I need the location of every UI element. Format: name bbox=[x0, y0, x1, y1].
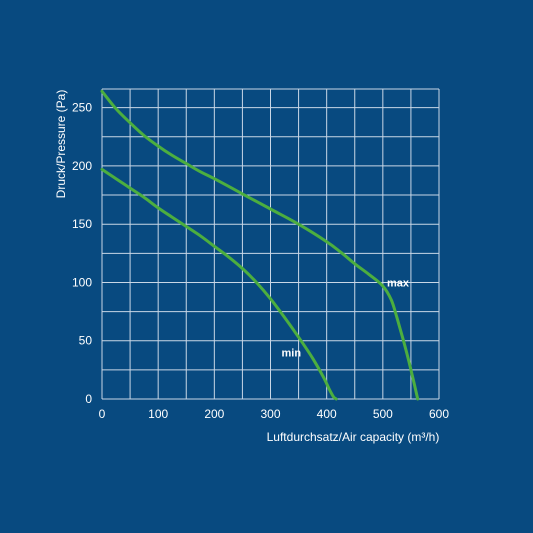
y-tick-label: 200 bbox=[72, 159, 92, 173]
y-tick-label: 100 bbox=[72, 275, 92, 289]
chart-ticks: 0 100 200 300 400 500 600 0 50 100 150 200 250 bbox=[72, 101, 449, 421]
x-tick-label: 600 bbox=[429, 407, 449, 421]
series-label-min: min bbox=[282, 347, 302, 359]
x-tick-label: 500 bbox=[373, 407, 393, 421]
y-tick-label: 150 bbox=[72, 217, 92, 231]
y-tick-label: 50 bbox=[79, 334, 93, 348]
x-axis-title: Luftdurchsatz/Air capacity (m³/h) bbox=[267, 430, 440, 444]
y-tick-label: 0 bbox=[85, 392, 92, 406]
x-tick-label: 300 bbox=[260, 407, 280, 421]
chart-grid bbox=[101, 88, 440, 400]
chart-annotations: max min bbox=[282, 277, 410, 359]
chart-series bbox=[100, 89, 420, 401]
x-tick-label: 400 bbox=[317, 407, 337, 421]
series-label-max: max bbox=[387, 277, 410, 289]
series-line-max bbox=[100, 89, 420, 401]
x-tick-label: 100 bbox=[148, 407, 168, 421]
y-tick-label: 250 bbox=[72, 101, 92, 115]
x-tick-label: 0 bbox=[99, 407, 106, 421]
x-tick-label: 200 bbox=[204, 407, 224, 421]
y-axis-title: Druck/Pressure (Pa) bbox=[54, 90, 68, 199]
series-line-min bbox=[100, 167, 338, 401]
